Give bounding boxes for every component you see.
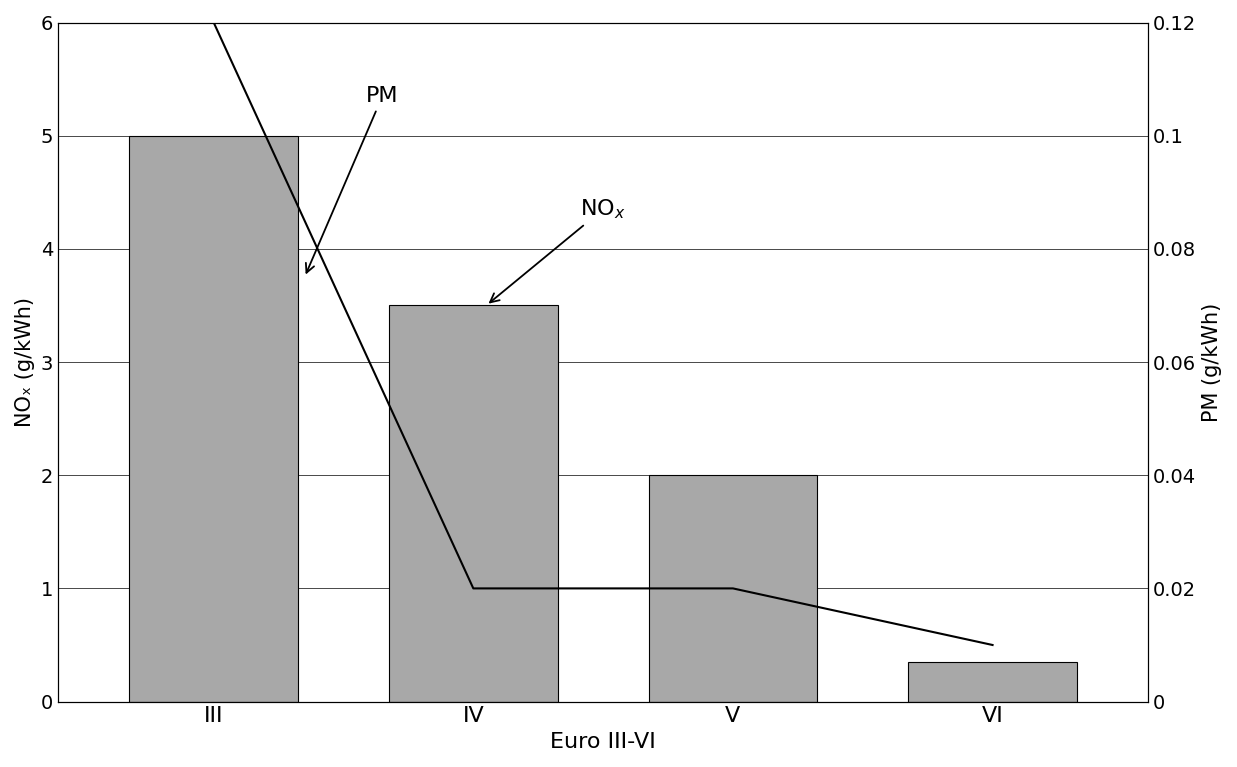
Bar: [130, 136, 298, 702]
Bar: [908, 662, 1077, 702]
X-axis label: Euro III-VI: Euro III-VI: [550, 732, 656, 752]
Text: PM: PM: [306, 86, 398, 273]
Text: NO$_x$: NO$_x$: [490, 197, 626, 302]
Y-axis label: NOₓ (g/kWh): NOₓ (g/kWh): [15, 297, 35, 427]
Y-axis label: PM (g/kWh): PM (g/kWh): [1202, 302, 1222, 422]
Bar: [648, 476, 818, 702]
Bar: [388, 305, 558, 702]
